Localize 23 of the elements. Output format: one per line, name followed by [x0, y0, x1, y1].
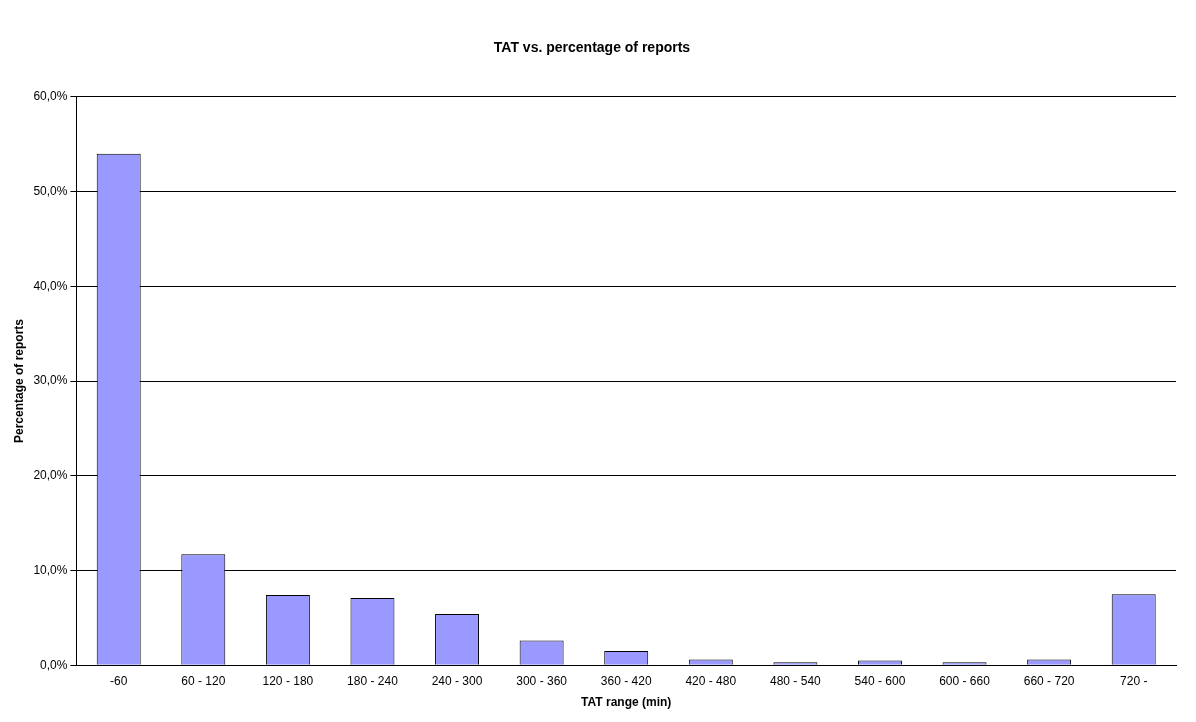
x-tick-label: 420 - 480 — [685, 673, 737, 688]
y-tick-label: 20,0% — [33, 468, 68, 483]
x-tick-label: 360 - 420 — [600, 673, 652, 688]
x-tick-label: 300 - 360 — [516, 673, 568, 688]
x-tick-label: 480 - 540 — [770, 673, 822, 688]
y-axis-title: Percentage of reports — [11, 318, 26, 444]
x-tick-label: 240 - 300 — [431, 673, 483, 688]
x-axis-title: TAT range (min) — [581, 695, 672, 710]
y-tick-label: 0,0% — [40, 657, 68, 672]
x-tick-label: -60 — [110, 673, 128, 688]
x-tick-label: 600 - 660 — [939, 673, 991, 688]
x-tick-label: 720 - — [1120, 673, 1148, 688]
x-tick-label: 60 - 120 — [181, 673, 226, 688]
chart-title: TAT vs. percentage of reports — [493, 39, 691, 56]
y-tick-label: 60,0% — [33, 89, 68, 104]
y-tick-label: 50,0% — [33, 183, 68, 198]
y-tick-label: 10,0% — [33, 562, 68, 577]
y-tick-label: 40,0% — [33, 278, 68, 293]
y-tick-label: 30,0% — [33, 373, 68, 388]
x-tick-label: 180 - 240 — [347, 673, 399, 688]
x-tick-label: 120 - 180 — [262, 673, 314, 688]
x-tick-label: 660 - 720 — [1023, 673, 1075, 688]
x-tick-label: 540 - 600 — [854, 673, 906, 688]
